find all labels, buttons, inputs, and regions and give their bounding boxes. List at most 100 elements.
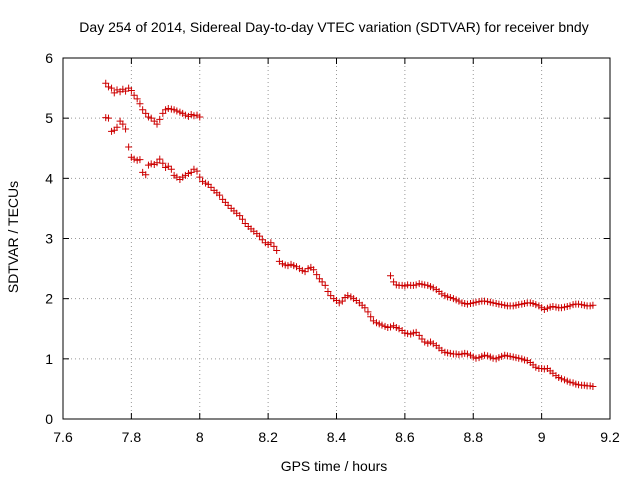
data-point bbox=[216, 191, 224, 199]
data-point bbox=[130, 155, 138, 163]
data-point bbox=[321, 281, 329, 289]
data-point bbox=[498, 301, 506, 309]
y-tick-label: 3 bbox=[45, 231, 53, 247]
x-axis-tick-labels: 7.6 7.8 8 8.2 8.4 8.6 8.8 9 9.2 bbox=[53, 429, 620, 445]
data-point bbox=[310, 266, 318, 274]
data-point bbox=[136, 100, 144, 108]
data-point bbox=[190, 165, 198, 173]
data-point bbox=[557, 304, 565, 312]
data-point bbox=[133, 95, 141, 103]
data-point bbox=[164, 162, 172, 170]
data-point bbox=[421, 281, 429, 289]
data-point bbox=[142, 109, 150, 117]
x-tick-label: 8.4 bbox=[327, 429, 347, 445]
y-tick-label: 2 bbox=[45, 291, 53, 307]
y-tick-label: 1 bbox=[45, 351, 53, 367]
y-axis-label: SDTVAR / TECUs bbox=[5, 181, 21, 293]
data-point bbox=[506, 352, 514, 360]
data-point bbox=[139, 106, 147, 114]
data-point bbox=[196, 173, 204, 181]
series-upper-late bbox=[387, 272, 597, 313]
data-point bbox=[196, 113, 204, 121]
data-point bbox=[515, 301, 523, 309]
data-point bbox=[164, 105, 172, 113]
data-point bbox=[361, 304, 369, 312]
y-tick-label: 4 bbox=[45, 170, 53, 186]
data-point bbox=[130, 91, 138, 99]
series-lower-track bbox=[102, 114, 597, 391]
data-point bbox=[193, 167, 201, 175]
x-axis-label: GPS time / hours bbox=[281, 458, 388, 474]
data-point bbox=[463, 300, 471, 308]
data-point bbox=[181, 171, 189, 179]
data-point bbox=[153, 159, 161, 167]
data-point bbox=[238, 215, 246, 223]
data-point bbox=[190, 112, 198, 120]
data-point bbox=[327, 292, 335, 300]
data-point bbox=[438, 346, 446, 354]
data-point bbox=[367, 313, 375, 321]
data-point bbox=[438, 290, 446, 298]
data-point bbox=[489, 354, 497, 362]
x-tick-label: 7.6 bbox=[53, 429, 73, 445]
data-point bbox=[472, 298, 480, 306]
x-tick-label: 8.8 bbox=[464, 429, 484, 445]
data-point bbox=[589, 383, 597, 391]
series-upper-early bbox=[102, 79, 204, 128]
data-point bbox=[446, 349, 454, 357]
axis-ticks bbox=[62, 57, 611, 420]
data-point bbox=[404, 281, 412, 289]
data-point bbox=[136, 156, 144, 164]
x-tick-label: 7.8 bbox=[122, 429, 142, 445]
data-point bbox=[463, 350, 471, 358]
data-point bbox=[557, 375, 565, 383]
data-point bbox=[156, 115, 164, 123]
data-point bbox=[412, 328, 420, 336]
data-point bbox=[540, 305, 548, 313]
data-point bbox=[364, 308, 372, 316]
data-point bbox=[324, 287, 332, 295]
x-tick-label: 8 bbox=[196, 429, 204, 445]
data-point bbox=[338, 297, 346, 305]
data-point bbox=[489, 299, 497, 307]
x-tick-label: 8.6 bbox=[395, 429, 415, 445]
data-point bbox=[293, 263, 301, 271]
data-point bbox=[156, 155, 164, 163]
data-point bbox=[122, 125, 130, 133]
data-point bbox=[207, 183, 215, 191]
data-point bbox=[125, 143, 133, 151]
data-point bbox=[147, 160, 155, 168]
data-point bbox=[142, 171, 150, 179]
data-point bbox=[498, 352, 506, 360]
data-point bbox=[256, 232, 264, 240]
data-point bbox=[159, 159, 167, 167]
y-tick-label: 0 bbox=[45, 411, 53, 427]
y-axis-tick-labels: 0 1 2 3 4 5 6 bbox=[45, 50, 53, 427]
data-point bbox=[335, 299, 343, 307]
data-point bbox=[113, 86, 121, 94]
data-series bbox=[102, 79, 597, 391]
data-point bbox=[159, 109, 167, 117]
x-tick-label: 9.2 bbox=[600, 429, 620, 445]
data-point bbox=[270, 242, 278, 250]
data-point bbox=[455, 297, 463, 305]
data-point bbox=[313, 271, 321, 279]
data-point bbox=[147, 114, 155, 122]
data-point bbox=[173, 107, 181, 115]
data-point bbox=[318, 278, 326, 286]
data-point bbox=[523, 357, 531, 365]
data-point bbox=[532, 363, 540, 371]
data-point bbox=[481, 297, 489, 305]
data-point bbox=[167, 165, 175, 173]
data-point bbox=[181, 111, 189, 119]
data-point bbox=[472, 354, 480, 362]
data-point bbox=[267, 239, 275, 247]
data-point bbox=[515, 354, 523, 362]
data-point bbox=[566, 302, 574, 310]
data-point bbox=[224, 201, 232, 209]
data-point bbox=[378, 321, 386, 329]
data-point bbox=[566, 378, 574, 386]
